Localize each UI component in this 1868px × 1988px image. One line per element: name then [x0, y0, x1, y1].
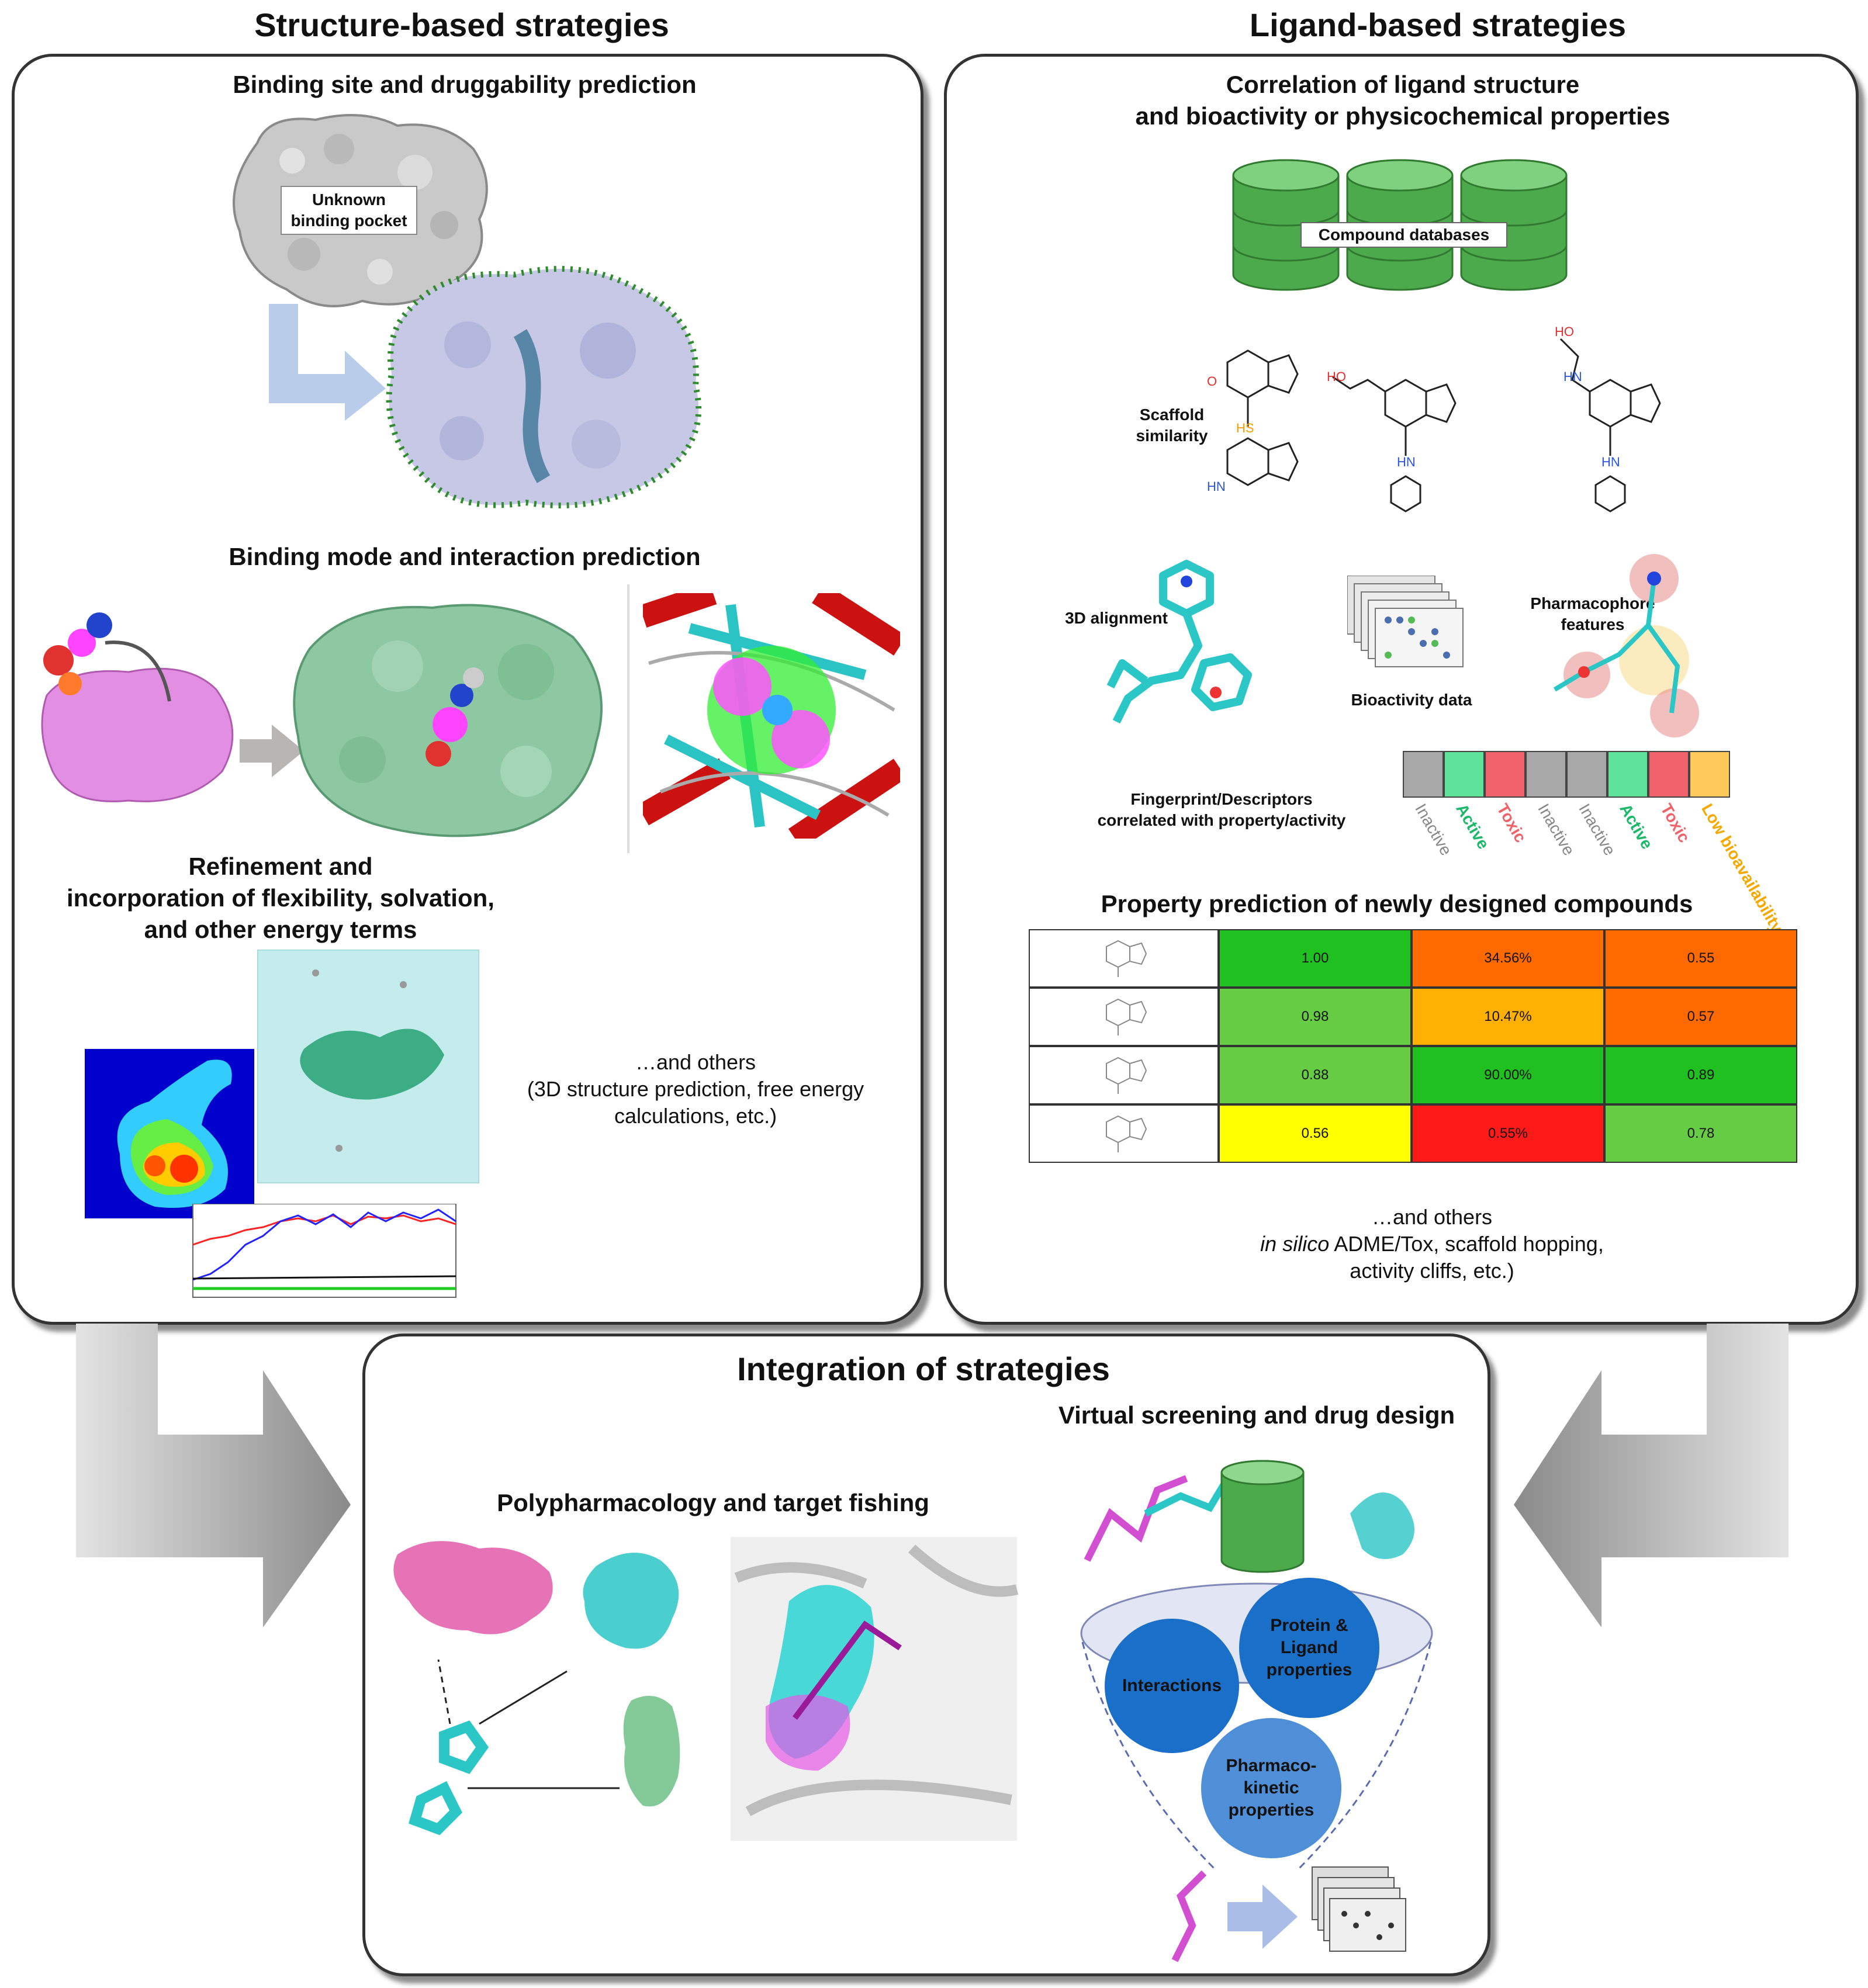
bioactivity-plates	[1347, 576, 1464, 667]
refinement-heading: Refinement and incorporation of flexibil…	[67, 853, 494, 943]
table-value-cell: 0.55	[1604, 929, 1797, 988]
svg-text:HN: HN	[1563, 369, 1582, 384]
binding-site-heading: Binding site and druggability prediction	[233, 71, 697, 98]
ligand-heading: Ligand-based strategies	[1249, 6, 1627, 43]
rmsd-plot	[192, 1204, 456, 1298]
fingerprint-bit-label: Inactive	[1575, 801, 1620, 859]
fingerprint-bit	[1485, 751, 1525, 798]
table-structure-cell	[1029, 929, 1219, 988]
table-value-cell: 0.88	[1219, 1046, 1412, 1104]
fingerprint-bit-label: Inactive	[1534, 801, 1579, 859]
svg-text:HS: HS	[1236, 421, 1254, 435]
virtual-screening-heading: Virtual screening and drug design	[1058, 1401, 1455, 1429]
ligand-others: …and others in silico ADME/Tox, scaffold…	[1260, 1205, 1604, 1283]
table-value-cell: 0.89	[1604, 1046, 1797, 1104]
interactions-circle: Interactions	[1105, 1619, 1239, 1753]
protein-surface-pockets	[386, 266, 702, 508]
energy-heatmap	[85, 1049, 254, 1218]
svg-text:HN: HN	[1601, 455, 1620, 469]
table-value-cell: 34.56%	[1412, 929, 1604, 988]
structure-heading: Structure-based strategies	[254, 6, 669, 43]
grey-arrow	[240, 725, 304, 777]
property-table: 1.00 34.56% 0.55 0.98 10.47% 0.57 0.88 90.00% 0.…	[1029, 929, 1797, 1163]
right-grey-arrow	[1514, 1324, 1789, 1627]
scaffold-label: Scaffold similarity	[1136, 406, 1208, 445]
fingerprint-bit	[1648, 751, 1689, 798]
svg-text:HN: HN	[1207, 479, 1226, 494]
table-value-cell: 0.55%	[1412, 1104, 1604, 1163]
fingerprint-bit	[1444, 751, 1485, 798]
structure-others: …and others (3D structure prediction, fr…	[527, 1050, 864, 1128]
left-grey-arrow	[76, 1324, 351, 1627]
table-structure-cell	[1029, 1046, 1219, 1104]
fingerprint-label: Fingerprint/Descriptors correlated with …	[1097, 790, 1346, 829]
table-structure-cell	[1029, 1104, 1219, 1163]
table-value-cell: 0.56	[1219, 1104, 1412, 1163]
svg-text:HO: HO	[1555, 324, 1574, 339]
compound-db-label: Compound databases	[1300, 222, 1507, 248]
unknown-pocket-label: Unknown binding pocket	[281, 186, 417, 235]
protein-pink-with-ligand	[41, 612, 234, 802]
fingerprint-bit	[1525, 751, 1566, 798]
integration-heading: Integration of strategies	[737, 1350, 1110, 1387]
ligand-others-rest: ADME/Tox, scaffold hopping,	[1329, 1232, 1604, 1256]
protein-green-with-ligand	[293, 604, 603, 837]
pharmacokinetic-circle: Pharmaco- kinetic properties	[1201, 1718, 1341, 1858]
polypharm-heading: Polypharmacology and target fishing	[497, 1489, 929, 1516]
blue-arrow	[269, 304, 386, 421]
vs-output	[1171, 1866, 1406, 1962]
table-value-cell: 0.57	[1604, 988, 1797, 1046]
pharmacophore-label: Pharmacophore features	[1530, 594, 1655, 633]
fingerprint-bit-label: Active	[1452, 801, 1493, 853]
simulation-box	[257, 950, 479, 1183]
svg-text:O: O	[1207, 374, 1217, 389]
binding-mode-heading: Binding mode and interaction prediction	[229, 543, 701, 570]
property-heading: Property prediction of newly designed co…	[1101, 890, 1693, 917]
fingerprint-bar	[1403, 751, 1730, 798]
fingerprint-bit	[1566, 751, 1607, 798]
fingerprint-bit-label: Inactive	[1412, 801, 1456, 859]
divider	[627, 584, 629, 853]
protein-ligand-circle: Protein & Ligand properties	[1239, 1578, 1379, 1718]
svg-text:HN: HN	[1397, 455, 1416, 469]
table-value-cell: 90.00%	[1412, 1046, 1604, 1104]
pharmacophore-features	[1553, 554, 1699, 737]
table-value-cell: 10.47%	[1412, 988, 1604, 1046]
vs-illustration	[1084, 1460, 1414, 1573]
scaffold-structures: HS HN O HO HO HN HN HN	[1207, 324, 1661, 512]
fingerprint-bit	[1403, 751, 1444, 798]
polypharm-illustration	[393, 1537, 1019, 1841]
ligand-others-italic: in silico	[1260, 1232, 1330, 1256]
fingerprint-bit-label: Toxic	[1493, 801, 1530, 846]
alignment-structure	[1106, 560, 1252, 724]
fingerprint-bit	[1607, 751, 1648, 798]
table-value-cell: 0.98	[1219, 988, 1412, 1046]
fingerprint-bit-label: Toxic	[1657, 801, 1694, 846]
table-value-cell: 1.00	[1219, 929, 1412, 988]
correlation-heading: Correlation of ligand structure and bioa…	[1135, 71, 1670, 130]
table-value-cell: 0.78	[1604, 1104, 1797, 1163]
svg-text:HO: HO	[1327, 369, 1346, 384]
fingerprint-bit-label: Active	[1616, 801, 1657, 853]
table-structure-cell	[1029, 988, 1219, 1046]
bioactivity-label: Bioactivity data	[1351, 691, 1472, 709]
interaction-closeup	[643, 593, 900, 839]
fingerprint-bit	[1689, 751, 1730, 798]
alignment-label: 3D alignment	[1065, 609, 1168, 627]
